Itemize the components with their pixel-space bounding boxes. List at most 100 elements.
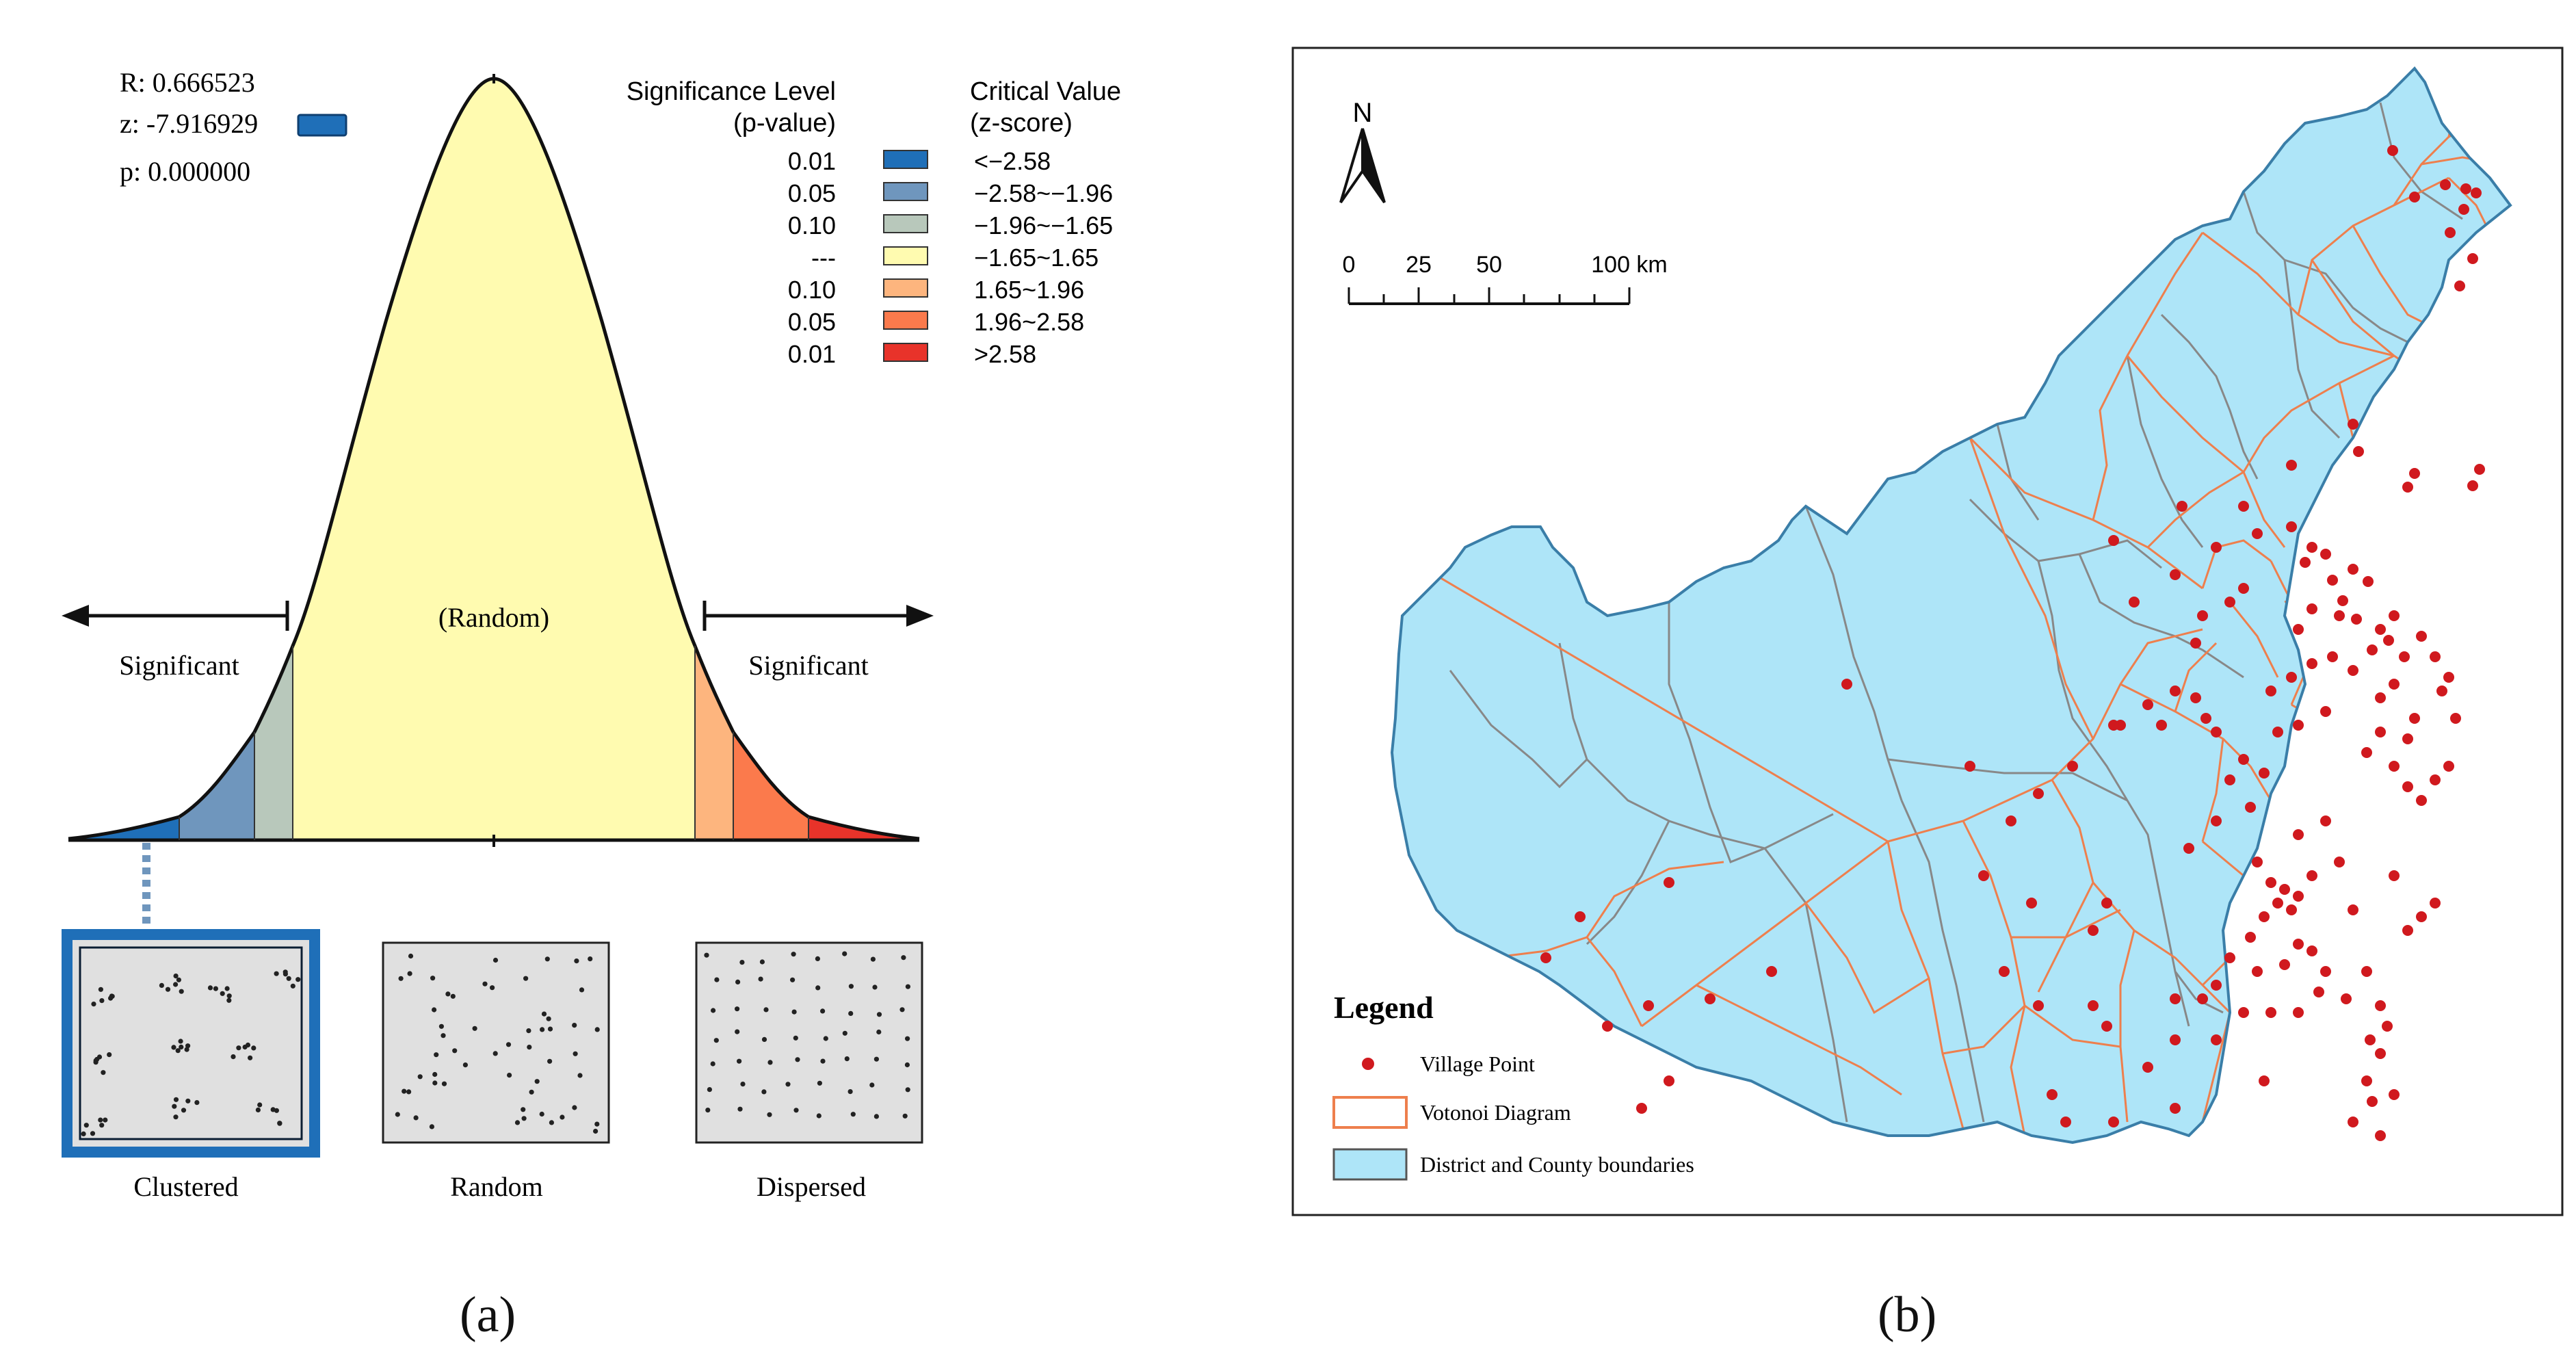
legend-swatch-3 [883, 246, 928, 265]
cluster-dot [257, 1102, 263, 1108]
village-point [2450, 713, 2461, 724]
dispersed-dot [870, 956, 876, 962]
legend-swatch-1 [883, 182, 928, 201]
village-point [2334, 857, 2345, 867]
village-point [2474, 464, 2485, 475]
village-point [2416, 911, 2427, 922]
village-point [2200, 713, 2211, 724]
village-point [2306, 945, 2317, 956]
village-point [2306, 542, 2317, 553]
dispersed-dot [904, 1062, 910, 1068]
random-dot [402, 1088, 407, 1094]
village-point [2430, 651, 2441, 662]
random-box [382, 941, 610, 1144]
village-point [2286, 904, 2297, 915]
random-dot [450, 993, 456, 999]
village-point [2361, 747, 2372, 758]
village-point [2430, 774, 2441, 785]
dispersed-dot [815, 985, 821, 991]
village-point [2375, 692, 2386, 703]
random-dot [577, 1073, 583, 1078]
village-point [2348, 904, 2358, 915]
dispersed-label: Dispersed [757, 1171, 866, 1202]
village-point [2293, 939, 2304, 950]
legend-zscore-5: 1.96~2.58 [974, 308, 1084, 336]
village-point [2471, 187, 2482, 198]
random-dot [408, 953, 414, 959]
village-point [2399, 651, 2410, 662]
scale-bar: 0 25 50 100 km [1343, 252, 1668, 305]
village-point [2306, 870, 2317, 881]
village-point [2409, 713, 2420, 724]
random-dot [560, 1114, 565, 1120]
dispersed-dot [899, 1007, 905, 1013]
random-pattern-label: Random [450, 1171, 543, 1202]
random-dot [540, 1027, 545, 1032]
cluster-dot [171, 1045, 176, 1050]
village-point [2353, 446, 2364, 457]
village-point [2286, 672, 2297, 683]
village-point [2320, 815, 2331, 826]
cluster-dot [213, 986, 218, 991]
village-point [2460, 183, 2471, 194]
random-dot [438, 1023, 445, 1029]
village-point [2170, 1103, 2181, 1114]
random-dot [413, 1115, 419, 1121]
cluster-dot [178, 1039, 183, 1044]
cluster-dot [255, 1107, 261, 1112]
village-point [2279, 959, 2290, 970]
village-point [2170, 569, 2181, 580]
random-dot [472, 1026, 477, 1031]
village-point [2416, 631, 2427, 642]
village-point [2177, 501, 2187, 512]
village-point [2259, 1075, 2270, 1086]
legend-pvalue-4: 0.10 [788, 276, 836, 304]
dispersed-dot [873, 1056, 879, 1062]
random-dot [572, 1105, 577, 1110]
village-point [2361, 1075, 2372, 1086]
village-point [2060, 1117, 2071, 1127]
dispersed-dot [815, 956, 820, 961]
dispersed-dot [847, 1089, 853, 1095]
dispersed-dot [735, 1029, 740, 1034]
random-dot [445, 991, 451, 997]
legend-pvalue-3: --- [811, 244, 836, 272]
dispersed-dot [740, 1082, 746, 1087]
village-point [2375, 1048, 2386, 1059]
village-point [2211, 542, 2222, 553]
village-point [2402, 925, 2413, 936]
village-point [2367, 644, 2378, 655]
village-point [2224, 774, 2235, 785]
dispersed-dot [705, 1108, 711, 1113]
caption-b: (b) [1878, 1287, 1937, 1343]
cluster-dot [185, 1043, 191, 1049]
cluster-dot [231, 1054, 236, 1060]
clustered-points [81, 969, 301, 1136]
legend-swatch-6 [883, 343, 928, 362]
random-dot [593, 1128, 599, 1134]
village-point [2190, 638, 2201, 649]
village-point [2348, 564, 2358, 575]
village-point [2348, 1117, 2358, 1127]
random-dot [505, 1042, 512, 1047]
voronoi-legend-swatch [1332, 1096, 1408, 1129]
village-point [1705, 993, 1716, 1004]
map-legend-title: Legend [1334, 990, 1434, 1025]
village-point [2467, 253, 2478, 264]
village-point [2224, 597, 2235, 608]
legend-swatch-2 [883, 214, 928, 233]
legend-zscore-3: −1.65~1.65 [974, 244, 1099, 272]
village-point [2430, 898, 2441, 909]
legend-pvalue-6: 0.01 [788, 340, 836, 368]
cluster-dot [179, 1044, 184, 1050]
north-arrow-icon [1339, 128, 1386, 204]
dispersed-dot [873, 1114, 879, 1119]
dispersed-dot [816, 1113, 822, 1119]
significance-legend: 0.01 <−2.58 0.05 −2.58~−1.96 0.10 −1.96~−1.65… [788, 147, 1113, 368]
legend-pvalue-1: 0.05 [788, 179, 836, 207]
random-dot [527, 1045, 532, 1050]
village-point [2265, 686, 2276, 696]
legend-pvalue-0: 0.01 [788, 147, 836, 175]
random-dot [434, 1052, 439, 1058]
village-point [2341, 993, 2352, 1004]
